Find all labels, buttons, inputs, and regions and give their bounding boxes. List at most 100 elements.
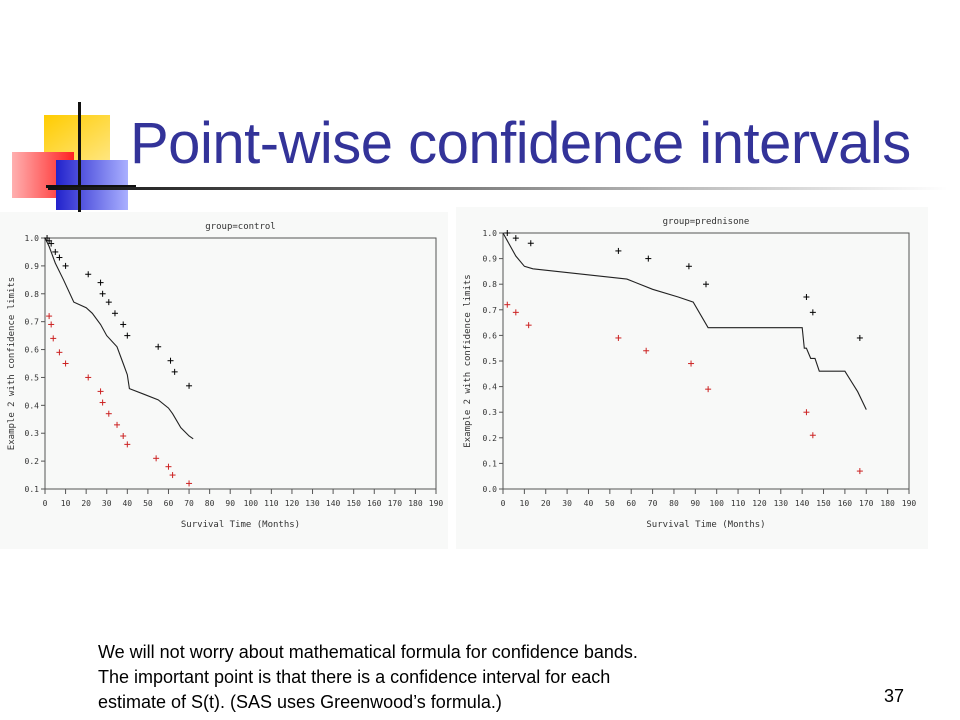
x-tick-label: 80 — [669, 499, 679, 508]
y-tick-label: 0.7 — [483, 306, 498, 315]
logo-decoration — [12, 102, 136, 214]
lower-ci-marker — [186, 480, 193, 487]
x-tick-label: 120 — [752, 499, 767, 508]
survival-curve — [502, 232, 867, 410]
y-tick-label: 0.4 — [25, 401, 40, 410]
plot-frame — [44, 237, 437, 490]
y-tick-label: 0.8 — [483, 280, 498, 289]
upper-ci-marker — [167, 357, 174, 364]
x-tick-label: 170 — [859, 499, 874, 508]
footer-line-3: estimate of S(t). (SAS uses Greenwood’s … — [98, 692, 502, 712]
page-number: 37 — [884, 686, 905, 706]
x-tick-label: 190 — [429, 499, 444, 508]
x-tick-label: 110 — [264, 499, 279, 508]
x-tick-label: 30 — [562, 499, 572, 508]
upper-ci-marker — [62, 262, 69, 269]
x-tick-label: 110 — [731, 499, 746, 508]
lower-ci-marker — [512, 309, 519, 316]
x-tick-label: 50 — [143, 499, 153, 508]
y-tick-label: 0.2 — [25, 457, 40, 466]
y-tick-label: 1.0 — [483, 229, 498, 238]
x-tick-label: 90 — [690, 499, 700, 508]
y-tick-label: 0.4 — [483, 383, 498, 392]
x-tick-label: 150 — [346, 499, 361, 508]
upper-ci-marker — [155, 343, 162, 350]
upper-ci-marker — [809, 309, 816, 316]
lower-ci-marker — [856, 468, 863, 475]
upper-ci-marker — [111, 310, 118, 317]
x-tick-label: 120 — [285, 499, 300, 508]
x-axis-label: Survival Time (Months) — [181, 520, 300, 530]
upper-ci-marker — [99, 290, 106, 297]
x-tick-label: 60 — [164, 499, 174, 508]
y-tick-label: 1.0 — [25, 234, 40, 243]
upper-ci-marker — [856, 334, 863, 341]
x-tick-label: 140 — [326, 499, 341, 508]
chart-control: group=control 0 10 20 30 40 50 60 70 80 90 100 110 12… — [7, 222, 444, 530]
lower-ci-marker — [97, 388, 104, 395]
lower-ci-marker — [615, 334, 622, 341]
x-tick-label: 40 — [584, 499, 594, 508]
y-tick-label: 0.9 — [483, 255, 498, 264]
y-tick-label: 0.1 — [483, 459, 498, 468]
y-axis-label: Example 2 with confidence limits — [463, 274, 473, 447]
upper-ci-marker — [85, 271, 92, 278]
chart-title: group=prednisone — [663, 217, 750, 227]
y-tick-label: 0.1 — [25, 485, 40, 494]
x-tick-label: 0 — [501, 499, 506, 508]
lower-ci-marker — [62, 360, 69, 367]
lower-ci-marker — [153, 455, 160, 462]
x-tick-label: 160 — [367, 499, 382, 508]
chart-panel-control: group=control 0 10 20 30 40 50 60 70 80 90 100 110 12… — [0, 212, 448, 549]
title-underline — [48, 187, 948, 190]
x-tick-label: 90 — [225, 499, 235, 508]
y-tick-label: 0.2 — [483, 434, 498, 443]
survival-curve — [44, 237, 194, 440]
x-tick-label: 100 — [709, 499, 724, 508]
upper-ci-marker — [527, 240, 534, 247]
upper-ci-marker — [171, 368, 178, 375]
x-tick-label: 30 — [102, 499, 112, 508]
plot-frame — [502, 232, 910, 490]
footer-text: We will not worry about mathematical for… — [98, 640, 798, 715]
lower-ci-marker — [85, 374, 92, 381]
x-tick-label: 40 — [122, 499, 132, 508]
upper-ci-marker — [124, 332, 131, 339]
lower-ci-marker — [56, 349, 63, 356]
lower-ci-marker — [169, 472, 176, 479]
y-axis-label: Example 2 with confidence limits — [7, 277, 17, 450]
upper-ci-marker — [105, 299, 112, 306]
y-tick-label: 0.5 — [483, 357, 498, 366]
upper-ci-marker — [512, 235, 519, 242]
x-tick-label: 50 — [605, 499, 615, 508]
y-tick-label: 0.0 — [483, 485, 498, 494]
y-tick-label: 0.9 — [25, 262, 40, 271]
x-tick-label: 140 — [795, 499, 810, 508]
lower-ci-marker — [809, 432, 816, 439]
lower-ci-marker — [48, 321, 55, 328]
x-tick-label: 60 — [626, 499, 636, 508]
y-tick-label: 0.8 — [25, 290, 40, 299]
x-tick-label: 190 — [902, 499, 917, 508]
lower-ci-marker — [120, 433, 127, 440]
upper-ci-marker — [685, 263, 692, 270]
x-tick-label: 160 — [838, 499, 853, 508]
upper-ci-marker — [186, 382, 193, 389]
lower-ci-marker — [705, 386, 712, 393]
upper-ci-marker — [97, 279, 104, 286]
upper-ci-marker — [48, 240, 55, 247]
x-axis-label: Survival Time (Months) — [646, 520, 765, 530]
y-tick-label: 0.6 — [483, 331, 498, 340]
footer-line-1: We will not worry about mathematical for… — [98, 642, 638, 662]
x-tick-label: 80 — [205, 499, 215, 508]
x-tick-label: 130 — [774, 499, 789, 508]
x-tick-label: 10 — [520, 499, 530, 508]
x-tick-label: 0 — [43, 499, 48, 508]
upper-ci-marker — [803, 294, 810, 300]
y-tick-label: 0.5 — [25, 373, 40, 382]
lower-ci-marker — [688, 360, 695, 367]
x-tick-label: 130 — [305, 499, 320, 508]
x-tick-label: 170 — [388, 499, 403, 508]
x-tick-label: 150 — [816, 499, 831, 508]
x-tick-label: 100 — [244, 499, 259, 508]
